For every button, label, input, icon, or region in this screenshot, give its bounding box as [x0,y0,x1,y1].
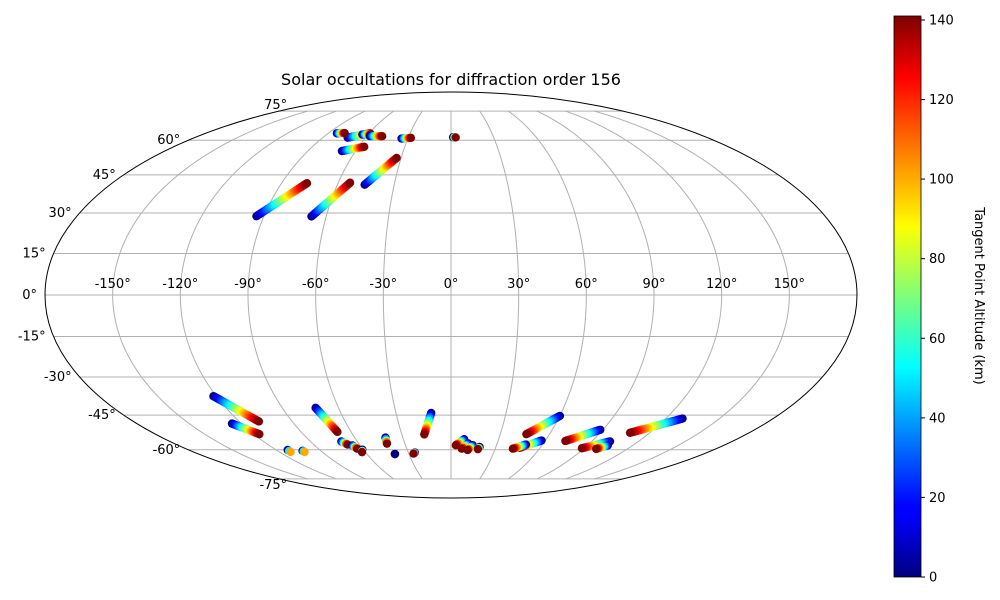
lat-tick-label: 75° [264,98,287,113]
occultation-track [298,446,309,457]
colorbar-label: Tangent Point Altitude (km) [971,206,986,384]
tangent-point-marker [333,427,342,437]
lon-tick-label: -150° [95,277,131,292]
lon-tick-label: 60° [575,277,598,292]
colorbar-ticks: 0 20 40 60 80 100 120 140 [921,14,954,586]
lon-tick-label: 0° [444,277,459,292]
occultation-track [332,128,349,138]
tangent-point-marker [473,444,483,454]
lat-tick-label: -60° [153,443,181,458]
occultation-track [360,153,401,189]
tangent-point-marker [522,429,531,439]
tangent-point-marker [254,417,264,426]
occultation-track [365,131,387,141]
tangent-point-marker [420,430,429,439]
tangent-point-marker [561,436,570,446]
tangent-point-marker [406,133,416,143]
occultation-track [307,178,355,221]
lat-tick-label: -45° [88,408,116,423]
tangent-point-marker [577,444,587,453]
occultation-track [283,445,295,457]
occultation-track [463,441,477,455]
occultation-track [448,133,460,142]
lon-tick-label: -60° [302,277,330,292]
tangent-point-marker [451,133,460,142]
occultation-track [348,441,362,453]
colorbar-tick-label: 60 [929,332,946,347]
lon-tick-label: 150° [774,277,805,292]
tangent-point-marker [357,447,367,457]
lon-tick-label: 30° [507,277,530,292]
lon-tick-label: -90° [234,277,262,292]
occultation-track [390,449,400,459]
occultation-track [252,179,312,221]
lat-tick-label: 60° [157,133,180,148]
occultation-track [311,403,342,437]
tangent-point-marker [345,178,355,187]
lat-tick-label: 15° [23,246,46,261]
occultation-track [522,411,565,439]
map-boundary [44,91,858,499]
occultation-track [473,442,484,454]
occultation-track [420,408,436,439]
occultation-track [357,445,367,457]
longitude-tick-labels: -150° -120° -90° -60° -30° 0° 30° 60° 90° 120° 150… [95,277,805,292]
occultation-track [508,440,531,453]
tangent-point-marker [382,439,392,448]
occultation-track [409,448,420,458]
tangent-point-marker [591,444,601,454]
lat-tick-label: 0° [22,288,37,303]
tangent-point-marker [302,179,312,188]
lat-tick-label: 45° [93,168,116,183]
occultation-track [381,433,392,448]
occultation-track [209,392,264,426]
tangent-point-marker [392,153,401,163]
lat-tick-label: -30° [44,370,72,385]
tangent-point-marker [625,428,635,437]
colorbar-tick-label: 20 [929,491,946,506]
chart-title: Solar occultations for diffraction order… [281,70,621,89]
tangent-point-marker [340,128,349,138]
colorbar-tick-label: 40 [929,411,946,426]
occultation-track [625,414,687,437]
tangent-point-marker [360,142,369,151]
tangent-point-marker [286,447,295,457]
occultation-track [515,436,546,453]
occultation-track [337,142,369,156]
map-grid [45,110,857,480]
tangent-point-marker [255,429,264,439]
tangent-point-marker [390,449,400,459]
latitude-tick-labels: 75° 60° 45° 30° 15° 0° -15° -30° -45° -60° -75° [18,98,287,493]
colorbar-tick-label: 100 [929,173,954,188]
lon-tick-label: 120° [706,277,737,292]
colorbar-tick-label: 140 [929,14,954,29]
occultation-track [397,133,416,143]
colorbar-tick-label: 120 [929,93,954,108]
colorbar-gradient [893,15,922,578]
occultation-track [591,441,612,454]
colorbar-tick-label: 80 [929,252,946,267]
colorbar: 0 20 40 60 80 100 120 140 Tangent Point Altitud… [893,14,986,586]
tangent-point-marker [409,449,418,458]
tangent-point-marker [508,444,518,453]
occultation-tracks [209,128,687,459]
lat-tick-label: 30° [49,206,72,221]
lon-tick-label: 90° [642,277,665,292]
tangent-point-marker [377,131,387,141]
lat-tick-label: -15° [18,330,46,345]
lon-tick-label: -30° [369,277,397,292]
occultation-track [561,425,605,446]
tangent-point-marker [463,445,472,455]
tangent-point-marker [300,447,309,457]
lon-tick-label: -120° [162,277,198,292]
lat-tick-label: -75° [259,478,287,493]
colorbar-tick-label: 0 [929,571,937,586]
occultation-track [227,419,264,439]
